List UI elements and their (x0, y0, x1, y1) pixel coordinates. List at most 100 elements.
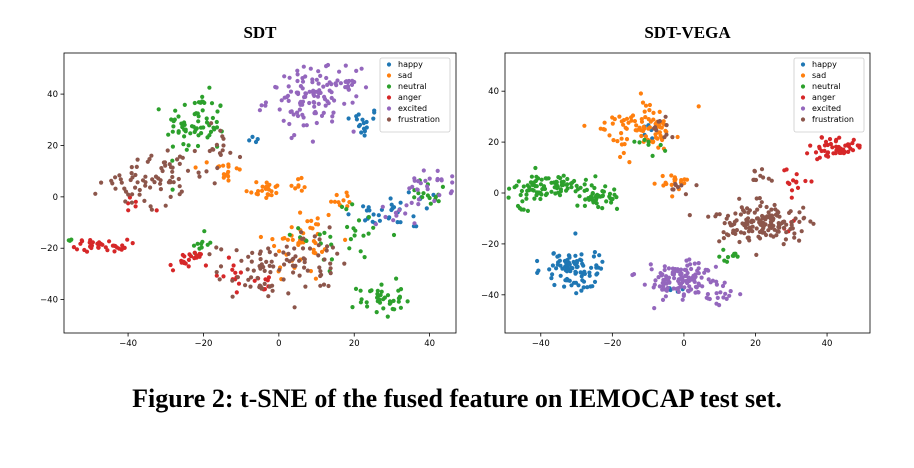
point-excited (326, 101, 331, 106)
point-frustration (758, 222, 763, 227)
point-excited (316, 69, 321, 74)
point-neutral (561, 173, 566, 178)
point-sad (329, 199, 334, 204)
point-sad (639, 119, 645, 124)
point-excited (298, 99, 303, 104)
point-happy (650, 136, 655, 141)
point-frustration (745, 222, 750, 227)
point-frustration (286, 291, 291, 296)
point-frustration (220, 134, 225, 139)
point-neutral (416, 191, 421, 196)
point-frustration (149, 207, 154, 212)
point-happy (558, 273, 563, 278)
point-anger (197, 251, 202, 256)
point-frustration (316, 253, 321, 258)
point-sad (305, 219, 310, 224)
point-happy (398, 220, 403, 225)
point-frustration (725, 213, 731, 218)
point-excited (708, 280, 713, 285)
point-neutral (542, 186, 548, 192)
legend-marker-excited (800, 106, 806, 111)
point-excited (343, 85, 348, 90)
point-sad (313, 276, 318, 281)
y-tick-label: −40 (481, 291, 499, 301)
point-happy (581, 285, 586, 290)
point-excited (660, 280, 665, 286)
point-frustration (713, 214, 718, 219)
point-neutral (196, 133, 201, 138)
point-frustration (197, 174, 202, 179)
point-sad (672, 177, 677, 182)
point-excited (418, 181, 423, 186)
point-happy (598, 266, 604, 271)
point-neutral (344, 207, 349, 212)
point-anger (817, 144, 822, 149)
point-happy (364, 119, 369, 125)
point-happy (377, 218, 382, 223)
point-frustration (165, 148, 170, 153)
point-neutral (531, 188, 536, 193)
point-frustration (792, 231, 797, 236)
point-anger (233, 270, 238, 275)
point-sad (289, 225, 294, 230)
point-frustration (756, 234, 761, 239)
point-frustration (752, 210, 757, 215)
point-frustration (117, 173, 122, 178)
point-sad (598, 126, 603, 131)
point-neutral (600, 206, 605, 211)
point-sad (657, 109, 662, 114)
point-happy (592, 279, 598, 284)
point-excited (303, 74, 308, 79)
point-anger (843, 143, 848, 148)
legend-box (793, 57, 865, 133)
point-frustration (292, 246, 297, 251)
point-frustration (326, 283, 331, 289)
point-frustration (221, 143, 226, 148)
point-neutral (328, 234, 333, 239)
point-frustration (292, 264, 297, 269)
point-excited (329, 82, 334, 87)
point-excited (343, 63, 348, 68)
point-neutral (365, 304, 370, 309)
point-neutral (287, 232, 292, 237)
point-anger (226, 255, 231, 260)
point-sad (621, 150, 626, 156)
point-frustration (318, 269, 323, 274)
point-neutral (582, 203, 588, 208)
point-excited (660, 287, 665, 292)
point-excited (295, 110, 300, 115)
point-happy (591, 254, 597, 259)
point-anger (819, 135, 825, 140)
point-excited (439, 178, 444, 183)
point-sad (624, 116, 630, 121)
point-excited (678, 267, 684, 272)
point-excited (302, 95, 307, 100)
point-neutral (663, 148, 668, 153)
plot-frame (63, 52, 457, 334)
point-frustration (780, 219, 786, 225)
point-sad (651, 117, 656, 122)
legend-label-sad: sad (398, 71, 412, 80)
point-excited (327, 88, 332, 93)
point-neutral (193, 127, 198, 132)
point-excited (727, 293, 732, 298)
point-anger (830, 145, 835, 150)
point-happy (573, 253, 578, 258)
point-neutral (364, 300, 369, 305)
point-neutral (512, 185, 517, 190)
point-sad (264, 195, 269, 200)
point-frustration (212, 181, 217, 186)
point-frustration (207, 252, 212, 257)
point-neutral (646, 142, 651, 147)
point-sad (627, 160, 632, 165)
point-neutral (391, 298, 396, 303)
point-neutral (214, 119, 219, 125)
point-excited (359, 66, 364, 71)
point-frustration (663, 114, 668, 119)
point-anger (805, 151, 810, 156)
point-neutral (557, 193, 563, 198)
legend-marker-neutral (800, 84, 806, 89)
point-frustration (771, 234, 776, 239)
point-sad (298, 210, 303, 215)
point-neutral (186, 143, 191, 148)
